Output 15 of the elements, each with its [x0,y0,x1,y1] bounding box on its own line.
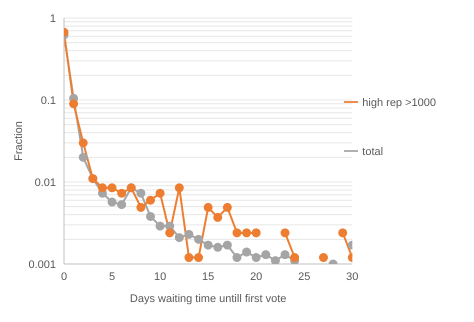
y-tick-label: 0.01 [34,176,56,189]
x-tick-label: 25 [298,270,310,283]
x-axis-title: Days waiting time untill first vote [130,293,286,305]
x-tick-label: 0 [60,270,68,283]
y-tick-label: 0.001 [28,258,56,271]
x-tick-label: 20 [250,270,262,283]
x-tick-label: 5 [108,270,116,283]
x-tick-label: 15 [202,270,214,283]
x-tick-label: 30 [346,270,358,283]
x-tick-label: 10 [154,270,166,283]
y-tick-label: 0.1 [40,94,56,107]
y-axis-title: Fraction [12,121,25,161]
legend-label: total [362,146,384,158]
y-tick-label: 1 [50,12,56,25]
legend-label: high rep >1000 [362,97,436,109]
